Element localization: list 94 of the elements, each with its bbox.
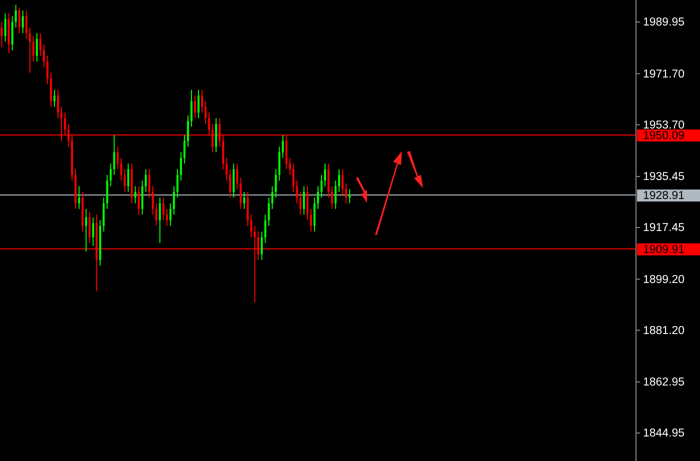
candlestick: [11, 16, 14, 51]
candlestick: [144, 168, 147, 192]
candlestick: [162, 197, 164, 221]
ref-line-label: 1909.91: [643, 244, 685, 256]
candlestick: [169, 202, 172, 226]
candlestick: [53, 89, 56, 108]
candlestick: [186, 114, 189, 148]
candlestick: [46, 55, 48, 85]
candlestick: [124, 168, 126, 192]
candlestick: [229, 168, 232, 198]
candlestick: [158, 197, 161, 244]
candlestick: [317, 186, 319, 210]
candlestick: [50, 72, 52, 108]
candlestick: [232, 163, 235, 198]
y-tick-label: 1862.95: [643, 376, 685, 389]
candlestick: [334, 180, 337, 210]
y-tick-label: 1953.70: [643, 119, 685, 132]
ref-line-label: 1928.91: [643, 190, 685, 202]
candlestick: [152, 186, 154, 216]
candlestick: [25, 10, 28, 40]
candlestick: [4, 12, 6, 42]
y-tick-label: 1971.70: [643, 68, 685, 80]
y-tick-label: 1935.45: [643, 171, 685, 184]
candlestick: [88, 211, 91, 244]
candlestick: [39, 32, 42, 56]
candlestick: [204, 100, 207, 124]
candlestick: [155, 202, 158, 226]
candlestick: [116, 146, 119, 170]
candlestick: [198, 89, 200, 119]
candlestick: [338, 168, 340, 192]
candlestick: [236, 163, 238, 190]
candlestick: [250, 214, 252, 238]
candlestick: [260, 231, 263, 260]
candlestick: [32, 36, 34, 62]
candlestick: [271, 186, 274, 210]
candlestick: [148, 168, 150, 198]
ref-line-label: 1950.09: [643, 130, 685, 142]
candlestick: [278, 146, 280, 182]
candlestick: [226, 157, 228, 182]
y-tick-label: 1917.45: [643, 222, 685, 234]
candlestick: [246, 191, 249, 226]
candlestick: [243, 191, 246, 210]
candlestick: [274, 168, 277, 198]
candlestick: [138, 186, 140, 216]
candlestick: [331, 186, 334, 210]
candlestick: [240, 177, 242, 210]
candlestick: [106, 174, 108, 210]
candlestick: [306, 186, 308, 221]
candlestick: [310, 208, 312, 232]
candlestick: [14, 4, 17, 28]
candlestick: [78, 186, 80, 210]
candlestick: [302, 186, 305, 216]
candlestick: [288, 157, 291, 176]
candlestick: [320, 174, 323, 198]
candlestick: [113, 134, 116, 176]
candlestick: [0, 21, 3, 48]
candlestick: [127, 163, 130, 192]
y-tick-label: 1881.20: [643, 324, 685, 337]
candlestick: [102, 197, 105, 232]
candlestick: [56, 89, 59, 119]
candlestick: [292, 163, 294, 192]
candlestick: [180, 152, 182, 182]
candlestick: [110, 163, 112, 187]
candlestick: [176, 168, 178, 198]
candlestick: [190, 89, 193, 128]
candlestick: [42, 44, 45, 68]
candlestick: [85, 208, 88, 252]
candlestick: [282, 134, 284, 158]
candlestick: [264, 214, 266, 244]
candlestick: [141, 180, 144, 216]
y-tick-label: 1844.95: [643, 428, 685, 440]
candlestick: [342, 168, 344, 196]
candlestick: [18, 7, 20, 34]
candlestick: [328, 163, 330, 198]
candlestick: [28, 27, 31, 74]
candlestick: [299, 191, 302, 216]
y-tick-label: 1899.20: [643, 274, 685, 286]
candlestick: [268, 197, 270, 226]
candlestick: [296, 180, 298, 204]
candlestick: [324, 163, 326, 187]
candlestick: [166, 208, 168, 226]
candlestick: [313, 197, 316, 232]
candlestick: [194, 95, 196, 119]
candlestick: [172, 186, 175, 216]
candlestick: [215, 118, 218, 153]
candlestick: [134, 186, 136, 204]
candlestick: [345, 182, 348, 204]
candlestick: [22, 10, 24, 34]
candlestick: [183, 134, 186, 164]
y-tick-label: 1989.95: [643, 16, 685, 29]
candlestick: [36, 32, 38, 62]
candlestick: [92, 216, 94, 246]
candlestick: [120, 157, 122, 182]
candlestick: [201, 89, 204, 114]
